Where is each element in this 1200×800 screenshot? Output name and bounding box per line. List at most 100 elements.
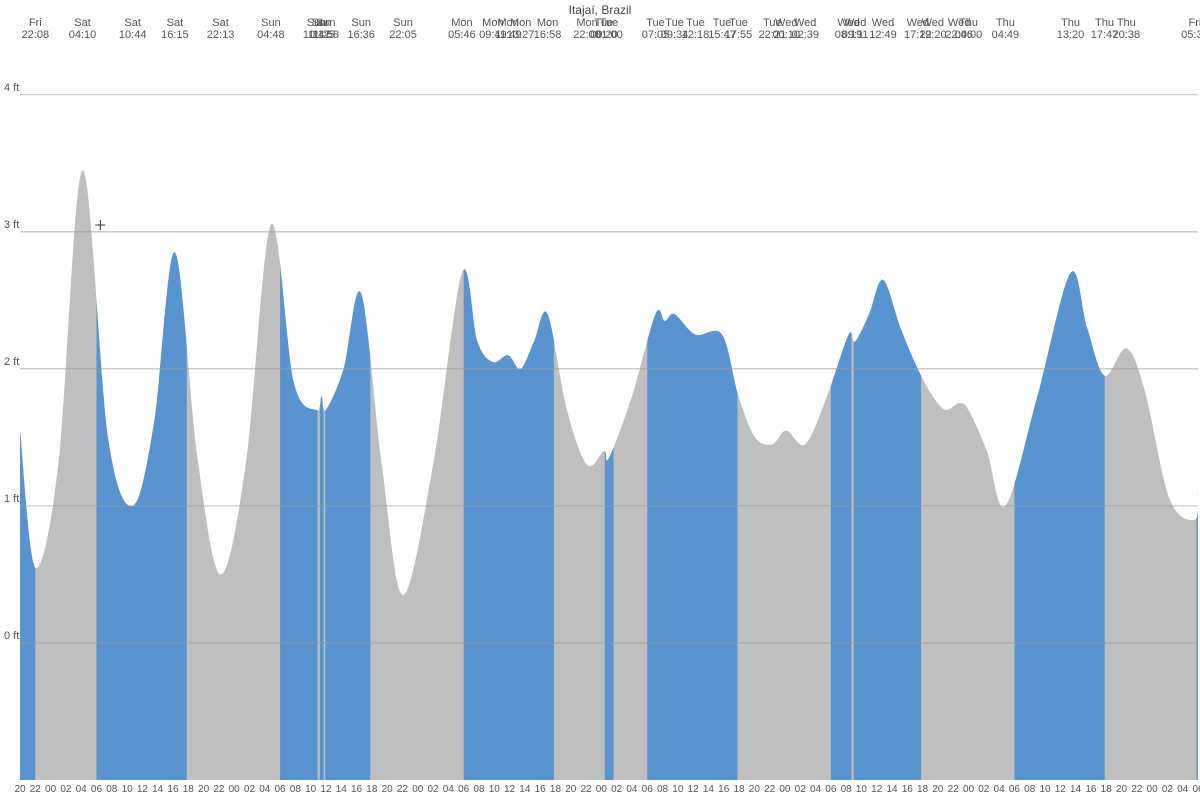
x-tick-label: 04	[76, 784, 88, 795]
top-time-label: 20:38	[1113, 29, 1141, 41]
top-time-label: 12:18	[682, 29, 710, 41]
x-tick-label: 06	[91, 784, 103, 795]
top-day-label: Thu	[959, 17, 978, 29]
top-day-label: Tue	[646, 17, 665, 29]
x-tick-label: 00	[45, 784, 57, 795]
top-time-label: 11:58	[312, 29, 339, 41]
x-tick-label: 18	[550, 784, 562, 795]
x-tick-label: 20	[1116, 784, 1128, 795]
top-day-label: Wed	[844, 17, 866, 29]
x-tick-label: 08	[1024, 784, 1036, 795]
x-tick-label: 20	[565, 784, 577, 795]
top-day-label: Sun	[316, 17, 336, 29]
x-tick-label: 22	[30, 784, 42, 795]
top-day-label: Tue	[686, 17, 705, 29]
top-time-label: 01:00	[595, 29, 623, 41]
x-tick-label: 22	[948, 784, 960, 795]
x-tick-label: 06	[458, 784, 470, 795]
x-tick-label: 04	[810, 784, 822, 795]
x-tick-label: 14	[519, 784, 531, 795]
top-day-label: Sat	[212, 17, 229, 29]
x-tick-label: 04	[626, 784, 638, 795]
x-tick-label: 12	[504, 784, 516, 795]
x-tick-label: 02	[428, 784, 440, 795]
x-tick-label: 02	[1162, 784, 1174, 795]
x-tick-label: 06	[1192, 784, 1200, 795]
x-tick-label: 12	[1055, 784, 1067, 795]
x-tick-label: 06	[275, 784, 287, 795]
top-day-label: Sat	[124, 17, 141, 29]
x-tick-label: 18	[183, 784, 195, 795]
x-tick-label: 08	[473, 784, 485, 795]
top-time-label: 22:05	[389, 29, 417, 41]
x-tick-label: 00	[779, 784, 791, 795]
top-time-label: 00:00	[955, 29, 983, 41]
x-tick-label: 00	[229, 784, 241, 795]
x-tick-label: 14	[336, 784, 348, 795]
x-tick-label: 12	[137, 784, 149, 795]
x-tick-label: 06	[642, 784, 654, 795]
top-time-label: 13:20	[1057, 29, 1085, 41]
x-tick-label: 04	[1177, 784, 1189, 795]
x-tick-label: 00	[963, 784, 975, 795]
x-tick-label: 06	[1009, 784, 1021, 795]
x-tick-label: 16	[718, 784, 730, 795]
x-tick-label: 04	[443, 784, 455, 795]
x-tick-label: 10	[856, 784, 868, 795]
x-tick-label: 02	[611, 784, 623, 795]
top-day-label: Fri	[29, 17, 42, 29]
x-tick-label: 12	[871, 784, 883, 795]
x-tick-label: 08	[841, 784, 853, 795]
top-day-label: Sat	[74, 17, 91, 29]
top-time-label: 22:13	[207, 29, 235, 41]
top-day-label: Thu	[1061, 17, 1080, 29]
y-tick-label: 4 ft	[4, 82, 19, 94]
top-time-label: 09:11	[842, 29, 869, 41]
x-tick-label: 10	[489, 784, 501, 795]
x-tick-label: 22	[213, 784, 225, 795]
x-tick-label: 02	[244, 784, 256, 795]
top-time-label: 22:08	[22, 29, 50, 41]
x-tick-label: 16	[535, 784, 547, 795]
x-tick-label: 10	[672, 784, 684, 795]
x-tick-label: 20	[198, 784, 210, 795]
top-time-label: 04:48	[257, 29, 285, 41]
x-tick-label: 16	[167, 784, 179, 795]
chart-title: Itajaí, Brazil	[569, 3, 632, 17]
x-tick-label: 06	[825, 784, 837, 795]
x-tick-label: 10	[1039, 784, 1051, 795]
top-day-label: Mon	[451, 17, 472, 29]
x-tick-label: 14	[152, 784, 164, 795]
x-tick-label: 14	[1070, 784, 1082, 795]
top-day-label: Wed	[872, 17, 894, 29]
x-tick-label: 04	[994, 784, 1006, 795]
x-tick-label: 08	[657, 784, 669, 795]
x-tick-label: 12	[320, 784, 332, 795]
x-tick-label: 22	[764, 784, 776, 795]
tide-chart: 0 ft1 ft2 ft3 ft4 ft20220002040608101214…	[0, 0, 1200, 800]
x-tick-label: 04	[259, 784, 271, 795]
top-day-label: Sun	[261, 17, 281, 29]
x-tick-label: 14	[703, 784, 715, 795]
top-day-label: Thu	[996, 17, 1015, 29]
x-tick-label: 00	[1147, 784, 1159, 795]
top-day-label: Tue	[600, 17, 619, 29]
top-time-label: 05:46	[448, 29, 476, 41]
x-tick-label: 00	[596, 784, 608, 795]
x-tick-label: 02	[60, 784, 72, 795]
top-day-label: Wed	[922, 17, 944, 29]
top-day-label: Sun	[351, 17, 371, 29]
y-tick-label: 2 ft	[4, 356, 19, 368]
top-day-label: Thu	[1095, 17, 1114, 29]
top-day-label: Sat	[167, 17, 184, 29]
top-day-label: Fri	[1189, 17, 1200, 29]
top-time-label: 17:55	[725, 29, 753, 41]
top-day-label: Mon	[537, 17, 558, 29]
top-time-label: 04:10	[69, 29, 97, 41]
top-time-label: 02:39	[791, 29, 819, 41]
y-tick-label: 1 ft	[4, 493, 19, 505]
top-time-label: 12:49	[869, 29, 897, 41]
top-time-label: 05:36	[1181, 29, 1200, 41]
x-tick-label: 08	[106, 784, 118, 795]
chart-svg: 0 ft1 ft2 ft3 ft4 ft20220002040608101214…	[0, 0, 1200, 800]
